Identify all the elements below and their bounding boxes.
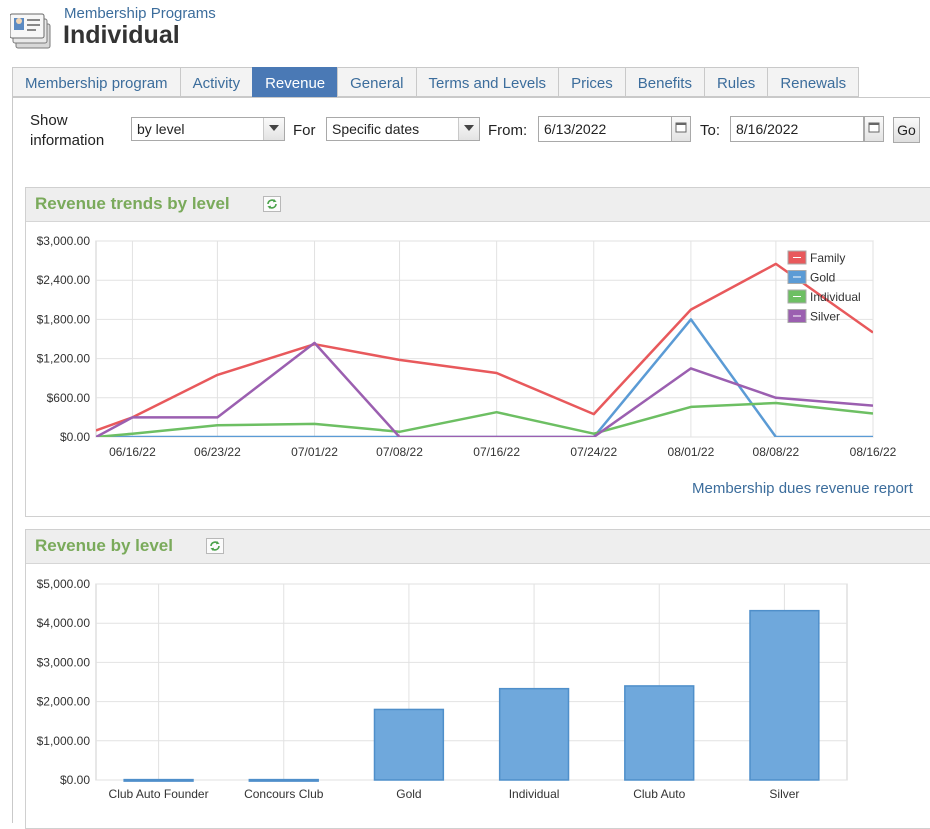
to-label: To: xyxy=(700,122,721,139)
show-information-label-line2: information xyxy=(30,132,105,149)
date-range-select[interactable]: Specific dates xyxy=(326,117,480,141)
plot-area xyxy=(95,240,874,438)
y-tick-label: $600.00 xyxy=(47,391,91,405)
x-tick-label: 06/23/22 xyxy=(194,445,241,459)
tab-rules[interactable]: Rules xyxy=(703,67,768,97)
x-tick-label: 08/08/22 xyxy=(753,445,800,459)
y-tick-label: $1,800.00 xyxy=(37,312,91,326)
to-date-field[interactable]: 8/16/2022 xyxy=(730,116,864,142)
panel-title: Revenue by level xyxy=(35,536,173,555)
tab-content xyxy=(12,97,930,823)
chart-legend: Family Gold Individual Silver xyxy=(787,250,861,324)
show-information-value: by level xyxy=(137,121,185,137)
from-date-field[interactable]: 6/13/2022 xyxy=(538,116,672,142)
refresh-icon[interactable] xyxy=(263,196,281,212)
tab-bar: Membership program Activity Revenue Gene… xyxy=(12,67,860,98)
tab-renewals[interactable]: Renewals xyxy=(767,67,860,97)
calendar-icon[interactable] xyxy=(671,116,691,142)
refresh-icon[interactable] xyxy=(206,538,224,554)
tab-membership-program[interactable]: Membership program xyxy=(12,67,180,97)
page-header: Membership Programs Individual xyxy=(0,0,930,66)
x-tick-label: 08/16/22 xyxy=(850,445,897,459)
legend-label-gold: Gold xyxy=(810,271,835,285)
panel-header: Revenue by level xyxy=(26,530,930,564)
tab-activity[interactable]: Activity xyxy=(179,67,253,97)
x-tick-label: 08/01/22 xyxy=(668,445,715,459)
from-label: From: xyxy=(488,122,528,139)
chevron-down-icon[interactable] xyxy=(263,118,284,140)
page-title: Individual xyxy=(63,21,180,49)
for-label: For xyxy=(293,122,316,139)
legend-label-family: Family xyxy=(810,251,845,265)
go-button[interactable]: Go xyxy=(893,117,920,143)
y-tick-label: $3,000.00 xyxy=(37,234,91,248)
x-tick-label: 07/24/22 xyxy=(570,445,617,459)
tab-terms-and-levels[interactable]: Terms and Levels xyxy=(415,67,559,97)
membership-dues-report-link[interactable]: Membership dues revenue report xyxy=(692,480,913,497)
series-line-individual xyxy=(96,401,873,437)
legend-label-silver: Silver xyxy=(810,310,840,324)
series-line-family xyxy=(96,262,873,432)
legend-label-individual: Individual xyxy=(810,290,861,304)
date-range-value: Specific dates xyxy=(332,121,420,137)
series-line-silver xyxy=(96,341,873,437)
calendar-icon[interactable] xyxy=(864,116,884,142)
revenue-by-level-panel: Revenue by level xyxy=(25,529,930,829)
y-tick-label: $1,200.00 xyxy=(37,352,91,366)
x-tick-label: 07/08/22 xyxy=(376,445,423,459)
revenue-trends-panel: Revenue trends by level Membership dues … xyxy=(25,187,930,517)
show-information-select[interactable]: by level xyxy=(131,117,285,141)
page-subtitle: Membership Programs xyxy=(64,5,216,22)
y-tick-label: $2,400.00 xyxy=(37,273,91,287)
x-tick-label: 07/01/22 xyxy=(291,445,338,459)
membership-cards-icon xyxy=(10,13,51,49)
tab-prices[interactable]: Prices xyxy=(558,67,625,97)
tab-general[interactable]: General xyxy=(337,67,416,97)
panel-title: Revenue trends by level xyxy=(35,194,230,213)
tab-benefits[interactable]: Benefits xyxy=(624,67,704,97)
tab-revenue[interactable]: Revenue xyxy=(252,67,338,97)
panel-header: Revenue trends by level xyxy=(26,188,930,222)
x-tick-label: 06/16/22 xyxy=(109,445,156,459)
chevron-down-icon[interactable] xyxy=(458,118,479,140)
x-tick-label: 07/16/22 xyxy=(473,445,520,459)
show-information-label-line1: Show xyxy=(30,112,68,129)
series-line-gold xyxy=(96,318,873,437)
y-tick-label: $0.00 xyxy=(60,430,90,444)
